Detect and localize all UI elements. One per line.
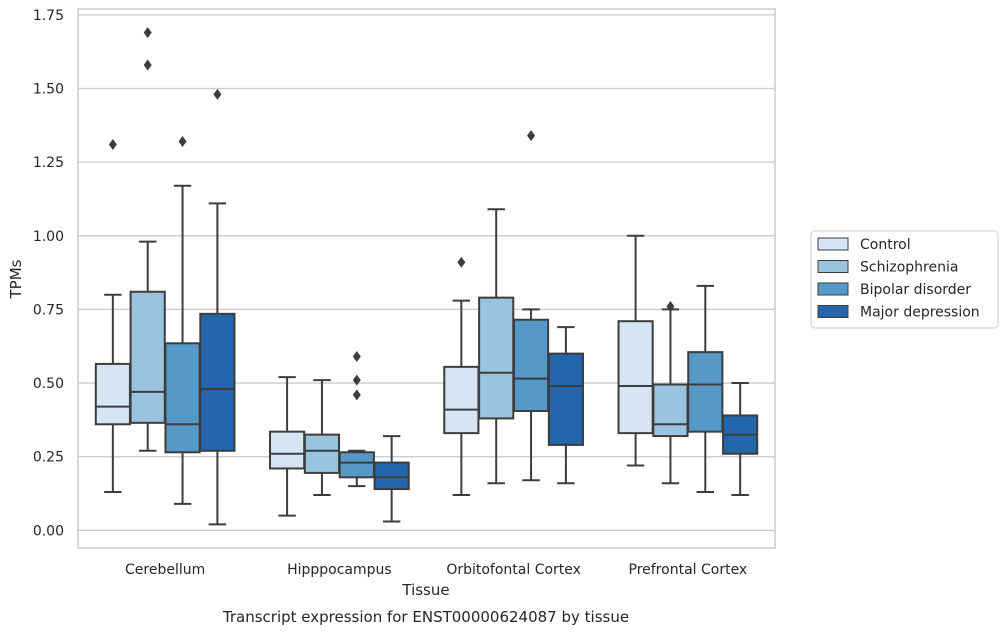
box-bipolar-disorder xyxy=(338,351,375,488)
box-bipolar-disorder xyxy=(512,130,550,482)
box-major-depression xyxy=(547,326,584,485)
box-schizophrenia xyxy=(652,300,689,485)
outlier-point xyxy=(143,59,152,71)
outlier-point xyxy=(213,88,222,100)
y-tick-labels: 0.00 0.25 0.50 0.75 1.00 1.25 1.50 1.75 xyxy=(33,8,64,539)
x-tick-label: Orbitofontal Cortex xyxy=(446,562,581,578)
box-body xyxy=(269,430,306,470)
outlier-point xyxy=(352,351,361,363)
y-tick-label: 0.25 xyxy=(33,450,64,466)
x-tick-label: Prefrontal Cortex xyxy=(629,562,748,578)
box-body xyxy=(373,461,410,491)
box-bipolar-disorder xyxy=(687,284,724,494)
outlier-point xyxy=(178,136,187,148)
y-tick-label: 1.00 xyxy=(33,229,64,245)
outlier-point xyxy=(108,138,117,150)
box-body xyxy=(687,351,724,433)
chart-caption: Transcript expression for ENST0000062408… xyxy=(222,608,629,626)
box-bipolar-disorder xyxy=(164,136,201,505)
y-tick-label: 1.50 xyxy=(33,82,64,98)
box-major-depression xyxy=(199,88,236,526)
legend-label: Major depression xyxy=(860,305,980,321)
box-schizophrenia xyxy=(478,208,515,485)
box-major-depression xyxy=(373,435,410,523)
legend-swatch xyxy=(817,282,849,296)
box-major-depression xyxy=(722,382,759,496)
box-control xyxy=(94,138,131,494)
legend-label: Bipolar disorder xyxy=(860,282,971,298)
outlier-point xyxy=(666,300,675,312)
box-schizophrenia xyxy=(303,379,341,496)
y-tick-label: 0.50 xyxy=(33,376,64,392)
y-axis-title: TPMs xyxy=(7,259,25,299)
y-tick-label: 1.75 xyxy=(33,8,64,24)
y-tick-label: 1.25 xyxy=(33,155,64,171)
x-tick-labels: Cerebellum Hipppocampus Orbitofontal Corte… xyxy=(125,562,747,578)
legend: Control Schizophrenia Bipolar disorder Majo… xyxy=(810,230,999,329)
legend-items: Control Schizophrenia Bipolar disorder Majo… xyxy=(817,237,980,321)
legend-label: Control xyxy=(860,237,911,253)
y-tick-label: 0.75 xyxy=(33,302,64,318)
x-axis-title: Tissue xyxy=(401,581,449,599)
legend-swatch xyxy=(817,305,849,318)
x-tick-label: Hipppocampus xyxy=(287,562,392,578)
outlier-point xyxy=(143,27,152,39)
legend-swatch xyxy=(817,237,849,251)
box-control xyxy=(269,376,306,517)
box-body xyxy=(94,362,131,426)
box-body xyxy=(617,320,654,435)
box-body xyxy=(652,383,689,438)
legend-swatch xyxy=(817,260,849,273)
legend-label: Schizophrenia xyxy=(860,260,958,276)
box-body xyxy=(478,296,515,420)
y-tick-label: 0.00 xyxy=(33,523,64,539)
outlier-point xyxy=(352,389,361,401)
box-groups xyxy=(94,27,759,526)
box-body xyxy=(547,352,584,446)
box-body xyxy=(164,342,201,454)
x-tick-label: Cerebellum xyxy=(125,562,205,578)
box-body xyxy=(338,451,375,479)
box-control xyxy=(617,234,654,467)
box-body xyxy=(199,312,236,452)
box-body xyxy=(443,365,480,435)
box-body xyxy=(129,290,166,424)
outlier-point xyxy=(527,130,536,142)
box-body xyxy=(303,433,341,474)
legend-frame xyxy=(810,230,999,329)
box-control xyxy=(443,256,480,496)
outlier-point xyxy=(457,256,466,268)
outlier-point xyxy=(352,374,361,386)
plot-area-frame xyxy=(77,8,776,549)
box-schizophrenia xyxy=(129,27,166,452)
box-body xyxy=(512,318,550,413)
